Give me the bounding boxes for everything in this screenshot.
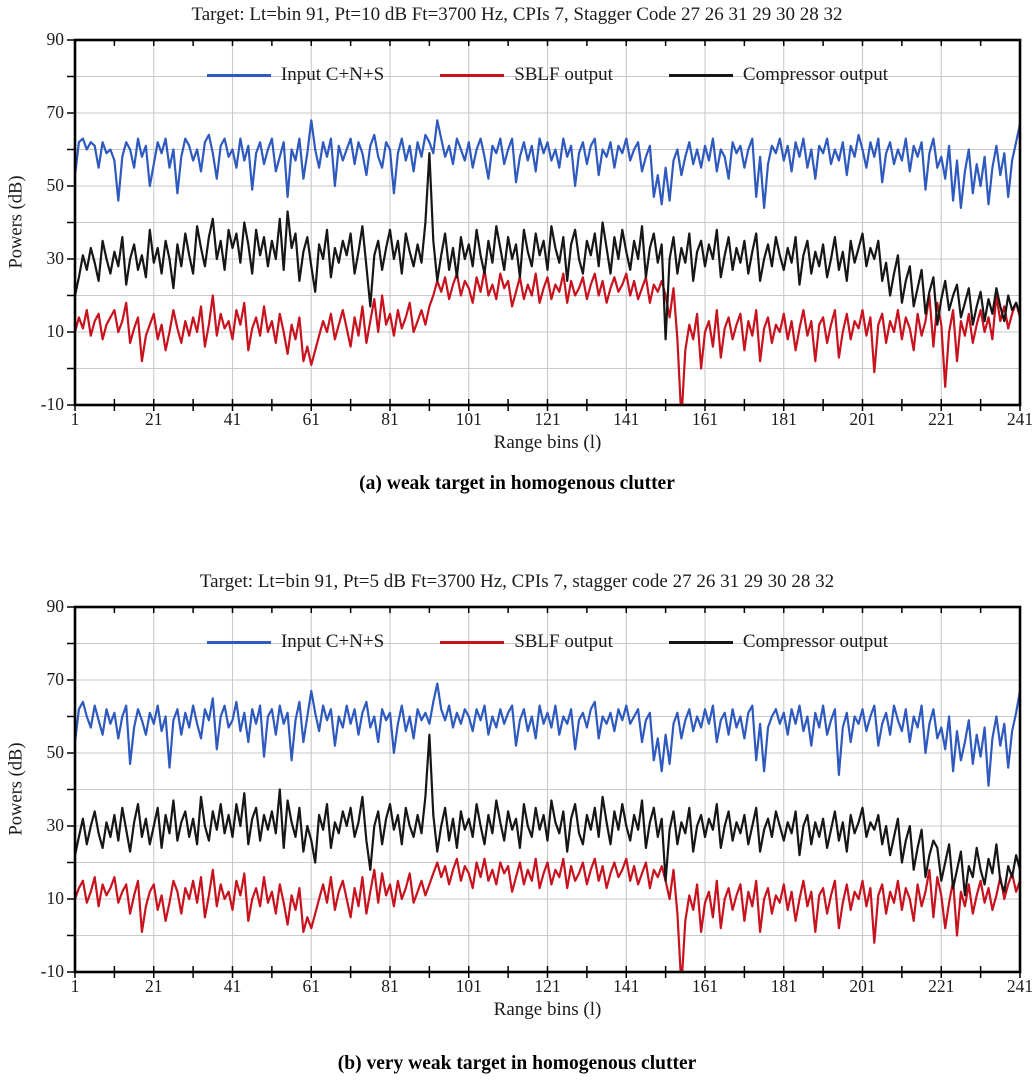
y-tick-label: 70 (46, 669, 65, 690)
legend-label: SBLF output (514, 64, 613, 85)
figure-caption: (b) very weak target in homogenous clutt… (337, 1053, 697, 1074)
x-tick-label: 221 (928, 976, 955, 996)
legend-label: Compressor output (742, 631, 889, 652)
x-axis-title: Range bins (l) (493, 999, 602, 1020)
x-tick-label: 61 (302, 976, 321, 996)
x-tick-label: 181 (770, 409, 797, 429)
x-tick-label: 41 (223, 976, 242, 996)
y-tick-label: 50 (46, 742, 65, 763)
legend-label: Input C+N+S (280, 631, 385, 652)
series-line-0 (75, 119, 1020, 209)
legend-item-compressor: Compressor output (668, 64, 889, 86)
legend-line-compressor-icon (668, 73, 733, 77)
figure-weak-target: Target: Lt=bin 91, Pt=10 dB Ft=3700 Hz, … (0, 0, 1034, 523)
chart-title: Target: Lt=bin 91, Pt=10 dB Ft=3700 Hz, … (191, 4, 843, 25)
series-line-2 (75, 152, 1020, 341)
y-tick-label: 90 (46, 29, 65, 50)
plot-frame (73, 38, 1022, 407)
figure-caption: (a) weak target in homogenous clutter (359, 473, 675, 494)
tick-marks (67, 39, 1021, 411)
legend-label: Compressor output (742, 64, 889, 85)
chart-title: Target: Lt=bin 91, Pt=5 dB Ft=3700 Hz, C… (199, 571, 835, 592)
legend-item-compressor: Compressor output (668, 631, 889, 653)
legend-label: SBLF output (514, 631, 613, 652)
x-tick-label: 101 (455, 976, 482, 996)
x-tick-label: 81 (381, 976, 399, 996)
x-tick-label: 201 (849, 409, 876, 429)
legend-item-input: Input C+N+S (206, 64, 385, 86)
x-tick-label: 1 (70, 409, 80, 429)
x-tick-label: 221 (928, 409, 955, 429)
figure-very-weak-target: Target: Lt=bin 91, Pt=5 dB Ft=3700 Hz, C… (0, 567, 1034, 1090)
chart-svg (67, 605, 1022, 978)
x-tick-label: 61 (302, 409, 321, 429)
x-tick-label: 121 (534, 976, 561, 996)
plot-frame (73, 605, 1022, 974)
x-tick-label: 141 (613, 976, 640, 996)
legend-label: Input C+N+S (280, 64, 385, 85)
x-tick-label: 141 (613, 409, 640, 429)
gridlines (75, 607, 1020, 972)
x-tick-label: 181 (770, 976, 797, 996)
x-tick-label: 161 (691, 409, 719, 429)
x-tick-label: 241 (1006, 409, 1034, 429)
series-line-0 (75, 682, 1020, 787)
x-axis-title: Range bins (l) (493, 432, 602, 453)
x-tick-label: 41 (223, 409, 242, 429)
legend-line-compressor-icon (668, 640, 733, 644)
y-tick-labels: 90 70 50 30 10 -10 (0, 596, 65, 981)
series-line-1 (75, 857, 1020, 972)
y-tick-label: 90 (46, 596, 65, 617)
series-line-1 (75, 268, 1020, 405)
legend-line-sblf-icon (440, 73, 505, 77)
x-tick-label: 81 (381, 409, 399, 429)
x-tick-label: 101 (455, 409, 482, 429)
y-tick-label: 10 (46, 888, 65, 909)
x-tick-label: 21 (145, 409, 163, 429)
x-tick-label: 201 (849, 976, 876, 996)
y-tick-label: -10 (40, 961, 64, 982)
x-tick-label: 1 (70, 976, 80, 996)
legend: Input C+N+S SBLF output Compressor outpu… (75, 64, 1020, 86)
x-tick-labels: 1 21 41 61 81 101 121 141 161 181 201 221 241 (71, 976, 1034, 1000)
plot-area: Input C+N+S SBLF output Compressor outpu… (67, 605, 1022, 978)
series-line-2 (75, 733, 1020, 897)
x-tick-label: 161 (691, 976, 719, 996)
y-tick-label: 30 (46, 248, 65, 269)
y-tick-labels: 90 70 50 30 10 -10 (0, 29, 65, 414)
x-tick-label: 241 (1006, 976, 1034, 996)
legend: Input C+N+S SBLF output Compressor outpu… (75, 631, 1020, 653)
chart-svg (67, 38, 1022, 411)
legend-line-input-icon (206, 73, 271, 77)
legend-item-sblf: SBLF output (440, 631, 613, 653)
y-tick-label: 30 (46, 815, 65, 836)
y-tick-label: 10 (46, 321, 65, 342)
x-tick-labels: 1 21 41 61 81 101 121 141 161 181 201 221 241 (71, 409, 1034, 433)
x-tick-label: 121 (534, 409, 561, 429)
legend-line-input-icon (206, 640, 271, 644)
x-tick-label: 21 (145, 976, 163, 996)
legend-item-input: Input C+N+S (206, 631, 385, 653)
plot-area: Input C+N+S SBLF output Compressor outpu… (67, 38, 1022, 411)
y-tick-label: -10 (40, 394, 64, 415)
y-tick-label: 70 (46, 102, 65, 123)
gridlines (75, 40, 1020, 405)
legend-item-sblf: SBLF output (440, 64, 613, 86)
y-tick-label: 50 (46, 175, 65, 196)
legend-line-sblf-icon (440, 640, 505, 644)
